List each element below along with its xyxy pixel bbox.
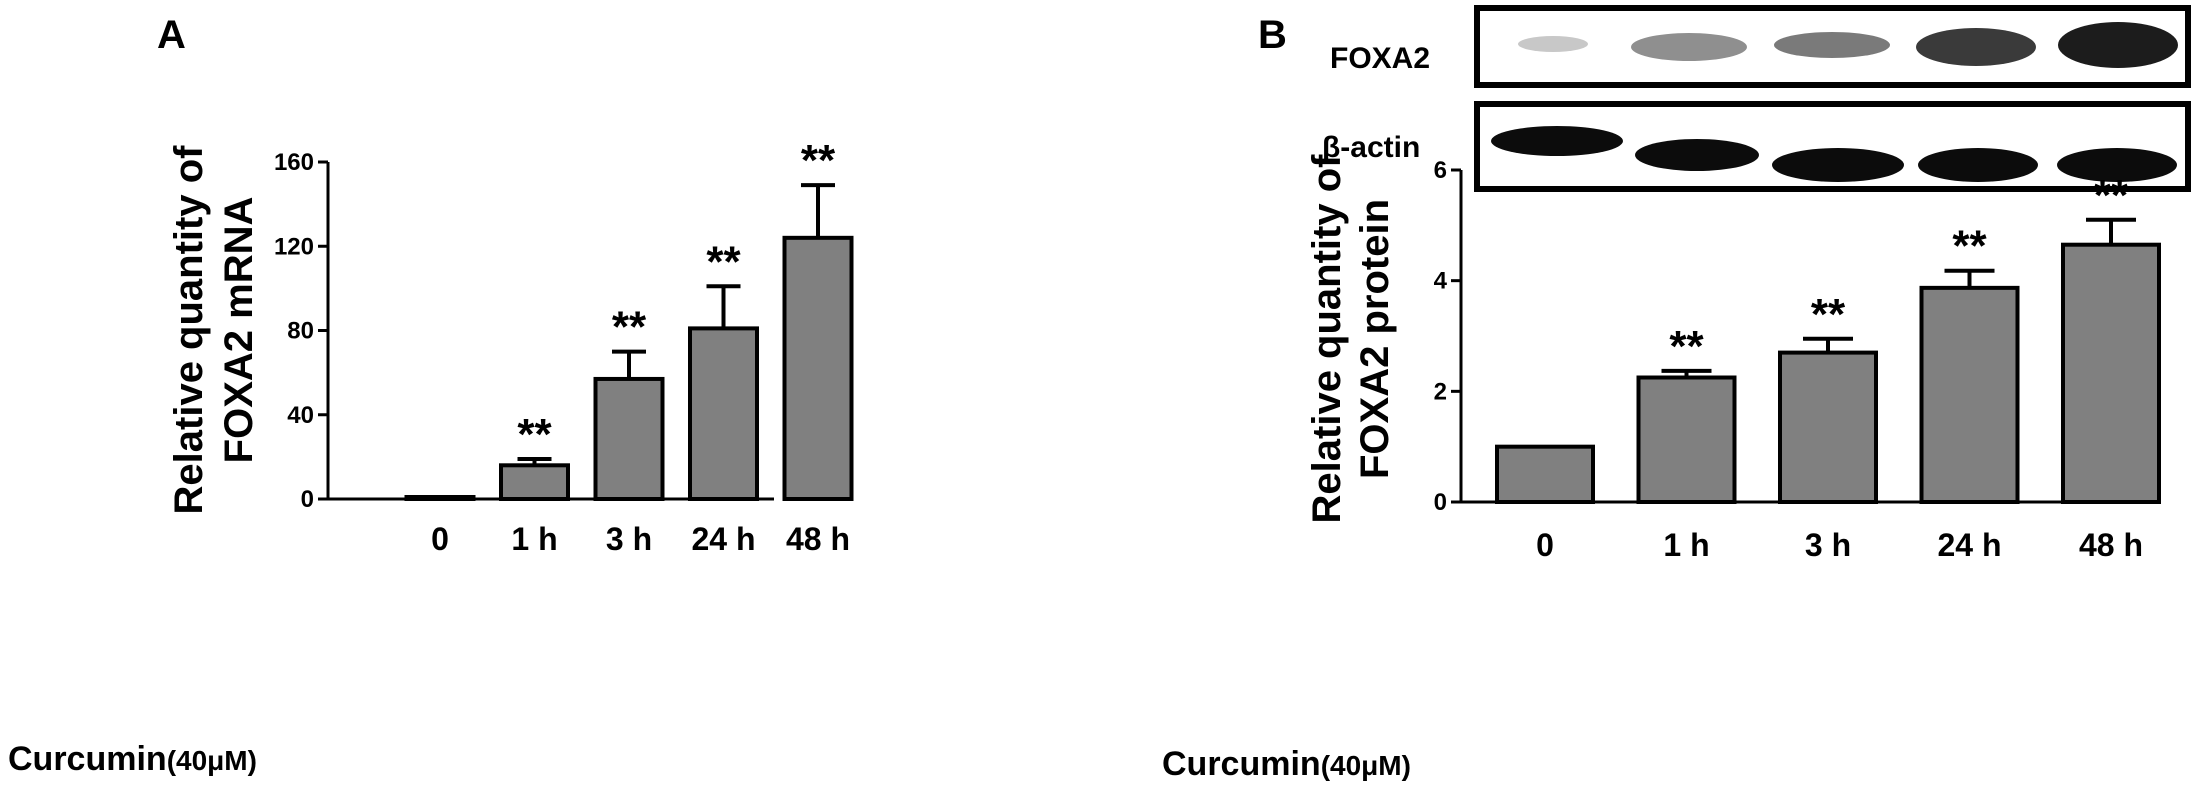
- chart-b-category-label: 1 h: [1663, 527, 1709, 563]
- chart-b-bar: [1636, 375, 1737, 504]
- chart-b-category-label: 3 h: [1805, 527, 1851, 563]
- panel-a-treatment-dose: (40μM): [167, 745, 257, 776]
- chart-b-y-tick-label: 0: [1434, 489, 1447, 516]
- chart-b-significance-label: **: [1811, 290, 1846, 339]
- band-foxa2-48h: [2058, 22, 2178, 68]
- band-foxa2-0: [1518, 36, 1588, 52]
- chart-b-category-label: 48 h: [2079, 527, 2143, 563]
- panel-a-treatment-name: Curcumin: [8, 740, 167, 778]
- chart-a-significance-label: **: [801, 136, 836, 185]
- chart-b-y-axis-title: Relative quantity of FOXA2 protein: [1305, 154, 1397, 524]
- chart-a-y-tick-label: 120: [274, 233, 314, 260]
- chart-a-y-axis-title-line: Relative quantity of: [167, 145, 211, 515]
- panel-b-treatment-label: Curcumin(40μM): [1162, 745, 1411, 783]
- chart-a-category-label: 24 h: [691, 521, 755, 557]
- chart-a-significance-label: **: [612, 303, 647, 352]
- chart-a-y-tick-label: 160: [274, 149, 314, 176]
- band-actin-1h: [1635, 139, 1759, 171]
- blot-bands-foxa2: [1518, 22, 2178, 68]
- chart-a-y-tick-label: 40: [287, 402, 314, 429]
- chart-a-category-label: 3 h: [606, 521, 652, 557]
- chart-b-bar: [2061, 242, 2161, 504]
- panel-b-letter: B: [1258, 13, 1287, 57]
- band-actin-48h: [2057, 148, 2177, 182]
- panel-b-treatment-name: Curcumin: [1162, 745, 1321, 783]
- chart-b-significance-label: **: [2094, 171, 2129, 220]
- blot-bands-actin: [1491, 126, 2177, 182]
- band-actin-3h: [1772, 148, 1904, 182]
- chart-b-y-axis-title-line: Relative quantity of: [1305, 154, 1349, 524]
- panel-a-treatment-label: Curcumin(40μM): [8, 740, 257, 778]
- chart-b-y-axis-title-line: FOXA2 protein: [1353, 199, 1397, 479]
- chart-b-bar: [1495, 444, 1595, 504]
- chart-b-significance-label: **: [1952, 222, 1987, 271]
- chart-a-significance-label: **: [517, 410, 552, 459]
- chart-b-y-tick-label: 2: [1434, 378, 1447, 405]
- chart-b-y-tick-label: 4: [1434, 268, 1448, 295]
- chart-b-bar: [1919, 285, 2020, 504]
- panel-a-letter: A: [157, 13, 186, 57]
- chart-a-significance-label: **: [706, 237, 741, 286]
- chart-a-bar: [593, 376, 665, 502]
- western-blot: FOXA2 β-actin: [1322, 5, 2191, 192]
- chart-b: 0 2 4 6 Relative quantity of FOXA2 protein 0 **…: [1305, 154, 2161, 563]
- panel-b-treatment-dose: (40μM): [1321, 750, 1411, 781]
- band-foxa2-24h: [1916, 28, 2036, 66]
- chart-b-category-label: 24 h: [1937, 527, 2001, 563]
- chart-a-y-tick-label: 80: [287, 318, 314, 345]
- chart-a-category-label: 0: [431, 521, 449, 557]
- blot-label-actin: β-actin: [1322, 131, 1420, 164]
- band-foxa2-1h: [1631, 33, 1747, 61]
- chart-a-bar: [499, 463, 570, 501]
- chart-b-bar: [1778, 350, 1878, 504]
- blot-label-foxa2: FOXA2: [1330, 42, 1430, 75]
- band-actin-24h: [1918, 148, 2038, 182]
- chart-a-category-label: 1 h: [511, 521, 557, 557]
- chart-b-significance-label: **: [1669, 322, 1704, 371]
- chart-a-category-label: 48 h: [786, 521, 850, 557]
- chart-a: 0 40 80 120 160 Relative quantity of FOXA2 mRN…: [167, 136, 854, 557]
- chart-a-bar: [688, 326, 759, 501]
- band-foxa2-3h: [1774, 32, 1890, 58]
- chart-b-y-tick-label: 6: [1434, 157, 1447, 184]
- chart-a-bar: [782, 235, 854, 501]
- chart-a-y-tick-label: 0: [301, 486, 314, 513]
- chart-a-y-axis-title: Relative quantity of FOXA2 mRNA: [167, 145, 261, 515]
- band-actin-0: [1491, 126, 1623, 156]
- chart-b-category-label: 0: [1536, 527, 1554, 563]
- chart-a-y-axis-title-line: FOXA2 mRNA: [217, 197, 261, 464]
